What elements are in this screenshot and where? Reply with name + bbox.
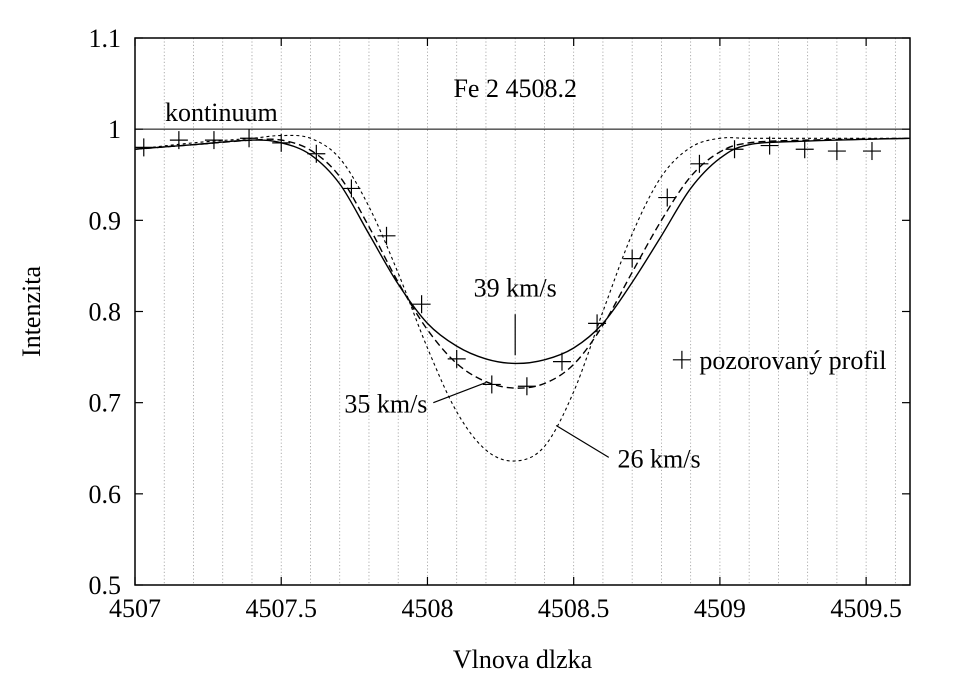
y-tick-label: 1 <box>108 115 121 144</box>
observed-point <box>169 131 188 150</box>
continuum-label: kontinuum <box>165 98 278 127</box>
series-line-2 <box>134 134 910 462</box>
y-tick-label: 1.1 <box>89 24 122 53</box>
annotation-26-leader <box>555 424 610 458</box>
y-tick-label: 0.9 <box>89 206 122 235</box>
legend-plus-marker <box>672 350 691 369</box>
observed-point <box>690 154 709 173</box>
observed-point <box>377 226 396 245</box>
series-line-0 <box>134 137 911 365</box>
observed-point <box>342 179 361 198</box>
observed-point <box>623 249 642 268</box>
series-layer <box>134 128 911 462</box>
x-tick-label: 4508 <box>401 594 453 623</box>
observed-point <box>588 314 607 333</box>
y-tick-label: 0.6 <box>89 480 122 509</box>
axis-ticks: 4507 4507.5 4508 4508.5 4509 4509.5 0.5 0.6 0.7 0… <box>89 24 910 623</box>
observed-point <box>760 136 779 155</box>
observed-point <box>204 131 223 150</box>
observed-point <box>827 142 846 161</box>
observed-point <box>552 352 571 371</box>
x-tick-label: 4507.5 <box>245 594 317 623</box>
annotation-39-kms: 39 km/s <box>474 273 557 302</box>
observed-markers <box>134 129 881 396</box>
y-tick-label: 0.5 <box>89 571 122 600</box>
x-tick-label: 4508.5 <box>538 594 610 623</box>
x-tick-label: 4509.5 <box>830 594 902 623</box>
annotation-35-leader <box>433 382 487 404</box>
annotation-26-kms: 26 km/s <box>618 444 701 473</box>
observed-point <box>412 295 431 314</box>
observed-point <box>447 349 466 368</box>
legend-plus <box>672 350 691 369</box>
y-tick-label: 0.7 <box>89 389 122 418</box>
observed-point <box>240 129 259 148</box>
chart-title: Fe 2 4508.2 <box>453 74 577 103</box>
observed-point <box>862 142 881 161</box>
observed-point <box>658 188 677 207</box>
observed-point <box>134 138 153 157</box>
observed-point <box>272 133 291 152</box>
y-axis-label: Intenzita <box>17 266 46 357</box>
y-tick-label: 0.8 <box>89 298 122 327</box>
observed-point <box>725 140 744 159</box>
x-tick-label: 4509 <box>694 594 746 623</box>
x-tick-label: 4507 <box>109 594 161 623</box>
annotation-35-kms: 35 km/s <box>344 390 427 419</box>
observed-point <box>517 377 536 396</box>
vertical-grid <box>163 38 896 585</box>
observed-point <box>482 375 501 394</box>
legend-label: pozorovaný profil <box>699 346 886 375</box>
observed-point <box>795 140 814 159</box>
x-axis-label: Vlnova dlzka <box>453 645 593 674</box>
observed-point <box>307 144 326 163</box>
